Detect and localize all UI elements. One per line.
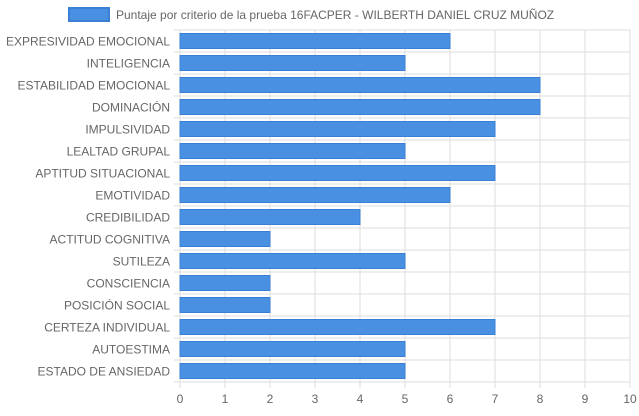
- x-tick-label: 5: [402, 392, 409, 406]
- bar[interactable]: [179, 363, 406, 379]
- x-tick-label: 7: [492, 392, 499, 406]
- y-tick-label: EMOTIVIDAD: [95, 189, 170, 203]
- x-tick-label: 3: [312, 392, 319, 406]
- y-tick-label: AUTOESTIMA: [92, 343, 170, 357]
- legend[interactable]: Puntaje por criterio de la prueba 16FACP…: [68, 7, 554, 22]
- y-tick-label: ACTITUD COGNITIVA: [50, 233, 170, 247]
- y-tick-label: CONSCIENCIA: [87, 277, 170, 291]
- bar[interactable]: [179, 209, 361, 225]
- y-tick-label: SUTILEZA: [113, 255, 170, 269]
- bar[interactable]: [179, 165, 496, 181]
- bar[interactable]: [179, 99, 541, 115]
- bar[interactable]: [179, 143, 406, 159]
- legend-swatch: [68, 7, 110, 22]
- bar[interactable]: [179, 33, 451, 49]
- x-tick-label: 2: [267, 392, 274, 406]
- x-tick-label: 4: [357, 392, 364, 406]
- bar[interactable]: [179, 77, 541, 93]
- bars: [179, 33, 541, 379]
- y-tick-label: LEALTAD GRUPAL: [67, 145, 171, 159]
- bar[interactable]: [179, 253, 406, 269]
- y-tick-label: POSICIÓN SOCIAL: [64, 298, 170, 313]
- legend-label: Puntaje por criterio de la prueba 16FACP…: [116, 8, 554, 22]
- y-tick-label: ESTADO DE ANSIEDAD: [38, 365, 171, 379]
- y-tick-label: CREDIBILIDAD: [86, 211, 170, 225]
- y-tick-label: DOMINACIÓN: [92, 100, 170, 115]
- bar[interactable]: [179, 319, 496, 335]
- y-tick-label: ESTABILIDAD EMOCIONAL: [18, 79, 171, 93]
- bar[interactable]: [179, 187, 451, 203]
- y-tick-label: IMPULSIVIDAD: [85, 123, 170, 137]
- x-tick-label: 1: [222, 392, 229, 406]
- y-tick-label: EXPRESIVIDAD EMOCIONAL: [6, 35, 170, 49]
- y-axis-labels: EXPRESIVIDAD EMOCIONAL INTELIGENCIA ESTABI…: [6, 35, 170, 379]
- x-tick-label: 0: [177, 392, 184, 406]
- x-tick-label: 9: [582, 392, 589, 406]
- bar[interactable]: [179, 231, 271, 247]
- bar[interactable]: [179, 55, 406, 71]
- bar[interactable]: [179, 297, 271, 313]
- x-tick-label: 8: [537, 392, 544, 406]
- x-axis-labels: 0 1 2 3 4 5 6 7 8 9 10: [177, 392, 637, 406]
- x-tick-label: 10: [623, 392, 637, 406]
- y-tick-label: INTELIGENCIA: [87, 57, 170, 71]
- bar[interactable]: [179, 341, 406, 357]
- bar[interactable]: [179, 275, 271, 291]
- x-tick-label: 6: [447, 392, 454, 406]
- y-tick-label: APTITUD SITUACIONAL: [35, 167, 170, 181]
- y-tick-label: CERTEZA INDIVIDUAL: [44, 321, 170, 335]
- bar[interactable]: [179, 121, 496, 137]
